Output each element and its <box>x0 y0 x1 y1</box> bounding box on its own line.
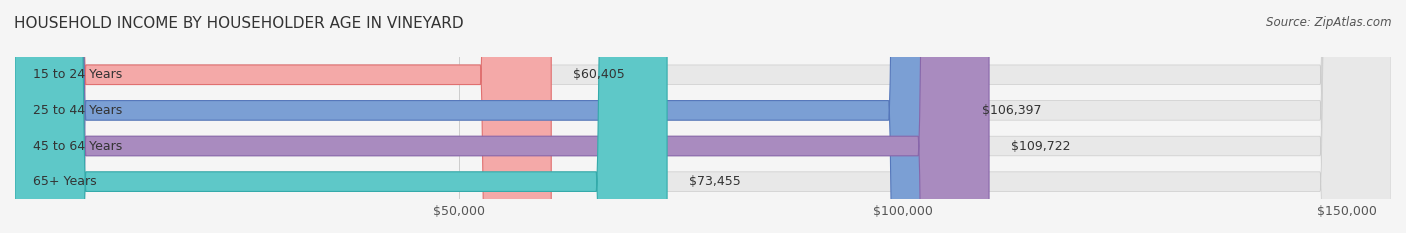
Text: Source: ZipAtlas.com: Source: ZipAtlas.com <box>1267 16 1392 29</box>
Text: HOUSEHOLD INCOME BY HOUSEHOLDER AGE IN VINEYARD: HOUSEHOLD INCOME BY HOUSEHOLDER AGE IN V… <box>14 16 464 31</box>
Text: 15 to 24 Years: 15 to 24 Years <box>32 68 122 81</box>
FancyBboxPatch shape <box>15 0 988 233</box>
FancyBboxPatch shape <box>15 0 1391 233</box>
FancyBboxPatch shape <box>15 0 1391 233</box>
Text: 45 to 64 Years: 45 to 64 Years <box>32 140 122 153</box>
FancyBboxPatch shape <box>15 0 666 233</box>
FancyBboxPatch shape <box>15 0 1391 233</box>
Text: $60,405: $60,405 <box>574 68 626 81</box>
FancyBboxPatch shape <box>15 0 1391 233</box>
Text: $73,455: $73,455 <box>689 175 741 188</box>
Text: $109,722: $109,722 <box>1011 140 1071 153</box>
Text: 25 to 44 Years: 25 to 44 Years <box>32 104 122 117</box>
FancyBboxPatch shape <box>15 0 551 233</box>
Text: $106,397: $106,397 <box>981 104 1042 117</box>
FancyBboxPatch shape <box>15 0 959 233</box>
Text: 65+ Years: 65+ Years <box>32 175 97 188</box>
